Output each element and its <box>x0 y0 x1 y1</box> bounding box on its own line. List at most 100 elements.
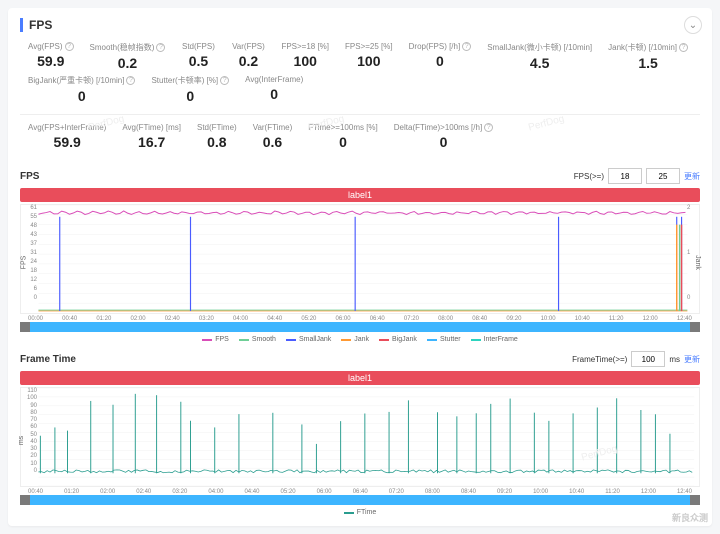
metric-value: 16.7 <box>122 134 181 150</box>
corner-brand: 新良众测 <box>672 511 708 524</box>
panel-header: FPS <box>20 18 700 32</box>
metric-value: 0 <box>308 134 378 150</box>
help-icon[interactable]: ? <box>462 42 471 51</box>
fps-yaxis: 61554843373124181260 <box>23 205 37 301</box>
metric-value: 0.2 <box>231 53 265 69</box>
metric: Stutter(卡顿率) [%] ? 0 <box>143 73 237 106</box>
legend-item[interactable]: Smooth <box>239 336 276 343</box>
metric-label: FPS>=25 [%] <box>345 42 393 51</box>
jank-yaxis: 210 <box>687 205 697 301</box>
ft-threshold[interactable] <box>631 351 665 367</box>
help-icon[interactable]: ? <box>220 76 229 85</box>
metric-value: 4.5 <box>487 55 592 71</box>
legend-item[interactable]: BigJank <box>379 336 417 343</box>
ft-label-bar: label1 <box>20 371 700 385</box>
metric-label: Var(FTime) <box>253 123 293 132</box>
ft-plot[interactable]: ms 1101009080706050403020100 PerfDog <box>20 387 700 487</box>
help-icon[interactable]: ? <box>126 76 135 85</box>
metric-label: Stutter(卡顿率) [%] ? <box>151 75 229 86</box>
fps-threshold-control: FPS(>=) 更新 <box>574 168 700 184</box>
legend-item[interactable]: FTime <box>344 509 377 516</box>
metric-value: 0 <box>245 86 303 102</box>
metrics-row-1: Avg(FPS) ?59.9Smooth(稳帧指数) ?0.2Std(FPS)0… <box>20 40 700 115</box>
metric: Avg(InterFrame) 0 <box>237 73 311 106</box>
metric-label: Drop(FPS) [/h] ? <box>409 42 472 51</box>
metric-value: 0.8 <box>197 134 237 150</box>
metric: Std(FPS) 0.5 <box>173 40 223 73</box>
fps-ctrl-label: FPS(>=) <box>574 172 604 181</box>
metric: FPS>=18 [%] 100 <box>273 40 337 73</box>
metric-label: SmallJank(微小卡顿) [/10min] <box>487 42 592 53</box>
ft-timeline-bar[interactable] <box>20 495 700 505</box>
metric: Avg(FTime) [ms] 16.7 <box>114 121 189 152</box>
collapse-button[interactable]: ⌄ <box>684 16 702 34</box>
metric: Std(FTime) 0.8 <box>189 121 245 152</box>
help-icon[interactable]: ? <box>156 43 165 52</box>
fps-timeline-bar[interactable] <box>20 322 700 332</box>
metric: Jank(卡顿) [/10min] ? 1.5 <box>600 40 696 73</box>
metric: Delta(FTime)>100ms [/h] ? 0 <box>386 121 501 152</box>
metric-label: FTime>=100ms [%] <box>308 123 378 132</box>
help-icon[interactable]: ? <box>484 123 493 132</box>
help-icon[interactable]: ? <box>679 43 688 52</box>
ft-svg <box>21 388 699 486</box>
metric-value: 1.5 <box>608 55 688 71</box>
metric-value: 0 <box>409 53 472 69</box>
metric: Avg(FPS+InterFrame) 59.9 <box>20 121 114 152</box>
metric-value: 59.9 <box>28 134 106 150</box>
fps-threshold-2[interactable] <box>646 168 680 184</box>
metric-label: Jank(卡顿) [/10min] ? <box>608 42 688 53</box>
metric: FTime>=100ms [%] 0 <box>300 121 386 152</box>
header-accent <box>20 18 23 32</box>
metric-value: 0.6 <box>253 134 293 150</box>
metric-label: Std(FPS) <box>181 42 215 51</box>
metric-value: 59.9 <box>28 53 74 69</box>
legend-item[interactable]: InterFrame <box>471 336 518 343</box>
legend-item[interactable]: SmallJank <box>286 336 331 343</box>
fps-panel: FPS ⌄ Avg(FPS) ?59.9Smooth(稳帧指数) ?0.2Std… <box>8 8 712 526</box>
fps-update-link[interactable]: 更新 <box>684 171 700 182</box>
metric-label: Avg(FPS) ? <box>28 42 74 51</box>
metric: Avg(FPS) ? 59.9 <box>20 40 82 73</box>
metric-label: Std(FTime) <box>197 123 237 132</box>
metric: Smooth(稳帧指数) ?0.2 <box>82 40 174 73</box>
fps-svg <box>21 205 699 313</box>
ft-update-link[interactable]: 更新 <box>684 354 700 365</box>
metric: Drop(FPS) [/h] ? 0 <box>401 40 480 73</box>
metric-label: FPS>=18 [%] <box>281 42 329 51</box>
metric: BigJank(严重卡顿) [/10min] ? 0 <box>20 73 143 106</box>
metric-value: 0 <box>394 134 493 150</box>
metric-label: Avg(FTime) [ms] <box>122 123 181 132</box>
ft-legend: FTime <box>20 509 700 516</box>
metric-label: Var(FPS) <box>231 42 265 51</box>
metric-label: BigJank(严重卡顿) [/10min] ? <box>28 75 135 86</box>
ft-chart-title: Frame Time <box>20 354 76 365</box>
metric-label: Avg(InterFrame) <box>245 75 303 84</box>
ft-threshold-control: FrameTime(>=) ms 更新 <box>572 351 700 367</box>
legend-item[interactable]: Stutter <box>427 336 461 343</box>
metric: Var(FPS) 0.2 <box>223 40 273 73</box>
help-icon[interactable]: ? <box>65 42 74 51</box>
metric-value: 100 <box>345 53 393 69</box>
metric-value: 100 <box>281 53 329 69</box>
legend-item[interactable]: Jank <box>341 336 369 343</box>
fps-chart-section: FPS FPS(>=) 更新 label1 FPS Jank 615548433… <box>20 168 700 343</box>
fps-label-bar: label1 <box>20 188 700 202</box>
metric-label: Delta(FTime)>100ms [/h] ? <box>394 123 493 132</box>
metric: FPS>=25 [%] 100 <box>337 40 401 73</box>
ft-xaxis: 00:4001:2002:0002:4003:2004:0004:4005:20… <box>20 487 700 495</box>
ft-ctrl-label: FrameTime(>=) <box>572 355 627 364</box>
metric-value: 0 <box>151 88 229 104</box>
metric-value: 0.2 <box>90 55 166 71</box>
ft-yaxis: 1101009080706050403020100 <box>23 388 37 474</box>
metric: Var(FTime) 0.6 <box>245 121 301 152</box>
fps-threshold-1[interactable] <box>608 168 642 184</box>
ft-unit: ms <box>669 355 680 364</box>
metric-value: 0 <box>28 88 135 104</box>
metric-value: 0.5 <box>181 53 215 69</box>
fps-plot[interactable]: FPS Jank 61554843373124181260 210 <box>20 204 700 314</box>
metric: SmallJank(微小卡顿) [/10min] 4.5 <box>479 40 600 73</box>
metric-label: Avg(FPS+InterFrame) <box>28 123 106 132</box>
metrics-row-2: Avg(FPS+InterFrame) 59.9 Avg(FTime) [ms] 16… <box>20 121 700 160</box>
legend-item[interactable]: FPS <box>202 336 229 343</box>
